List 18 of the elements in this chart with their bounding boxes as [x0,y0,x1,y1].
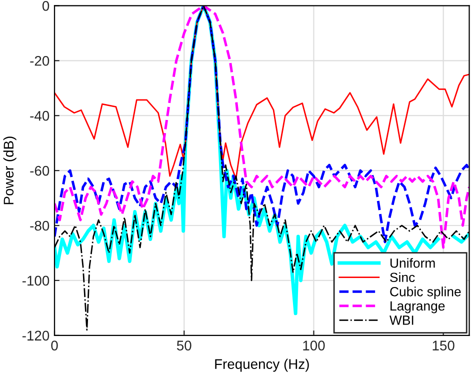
legend-label: WBI [390,316,414,325]
y-tick-label: -20 [30,56,50,66]
y-tick-label: -100 [22,276,50,286]
legend-label: Uniform [390,258,435,268]
y-tick-label: -40 [30,110,50,121]
x-tick-label: 150 [432,340,454,350]
y-tick-label: 0 [42,1,50,11]
y-tick-label: -60 [30,166,50,176]
x-tick-label: 100 [303,340,325,350]
legend-label: Cubic spline [390,286,461,299]
y-tick-label: -80 [30,220,50,231]
legend-label: Sinc [390,272,415,282]
x-tick-label: 50 [176,340,192,350]
x-tick-label: 0 [51,340,58,350]
y-tick-label: -120 [22,330,50,341]
legend-label: Lagrange [390,301,445,314]
y-axis-title: Power (dB) [3,136,16,204]
x-axis-title: Frequency (Hz) [215,358,309,372]
